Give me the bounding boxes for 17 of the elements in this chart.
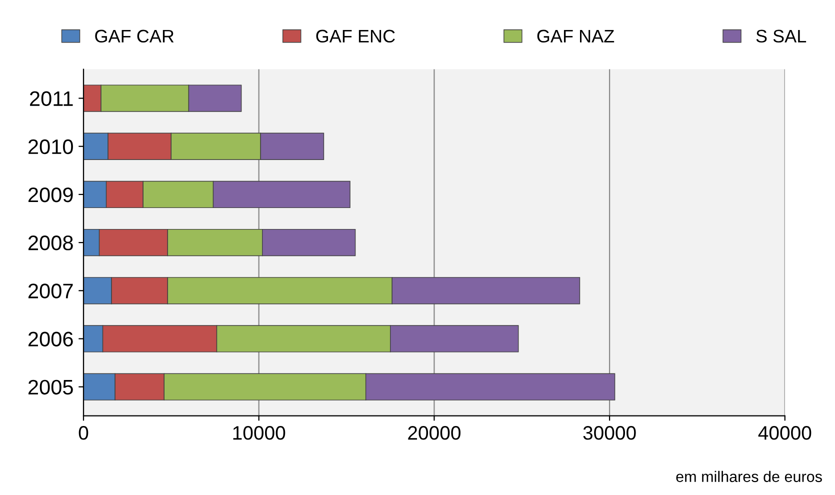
x-tick-label: 30000 [583, 426, 636, 440]
x-tick-label: 10000 [233, 426, 286, 440]
x-tick-label: 0 [78, 426, 88, 440]
y-tick-label: 2008 [28, 236, 73, 250]
legend-label: S SAL [756, 30, 806, 43]
text: em milhares de euros [676, 470, 822, 482]
x-tick-label: 20000 [408, 426, 460, 440]
legend-label: GAF NAZ [537, 30, 614, 43]
y-tick-label: 2010 [28, 139, 73, 154]
x-tick-label: 40000 [758, 426, 812, 440]
y-tick-label: 2011 [30, 91, 73, 106]
y-tick-label: 2005 [28, 380, 73, 395]
legend-label: GAF ENC [316, 30, 395, 43]
y-tick-label: 2009 [28, 187, 73, 202]
legend-label: GAF CAR [95, 30, 174, 43]
y-tick-label: 2006 [28, 332, 73, 346]
y-tick-label: 2007 [28, 284, 73, 298]
